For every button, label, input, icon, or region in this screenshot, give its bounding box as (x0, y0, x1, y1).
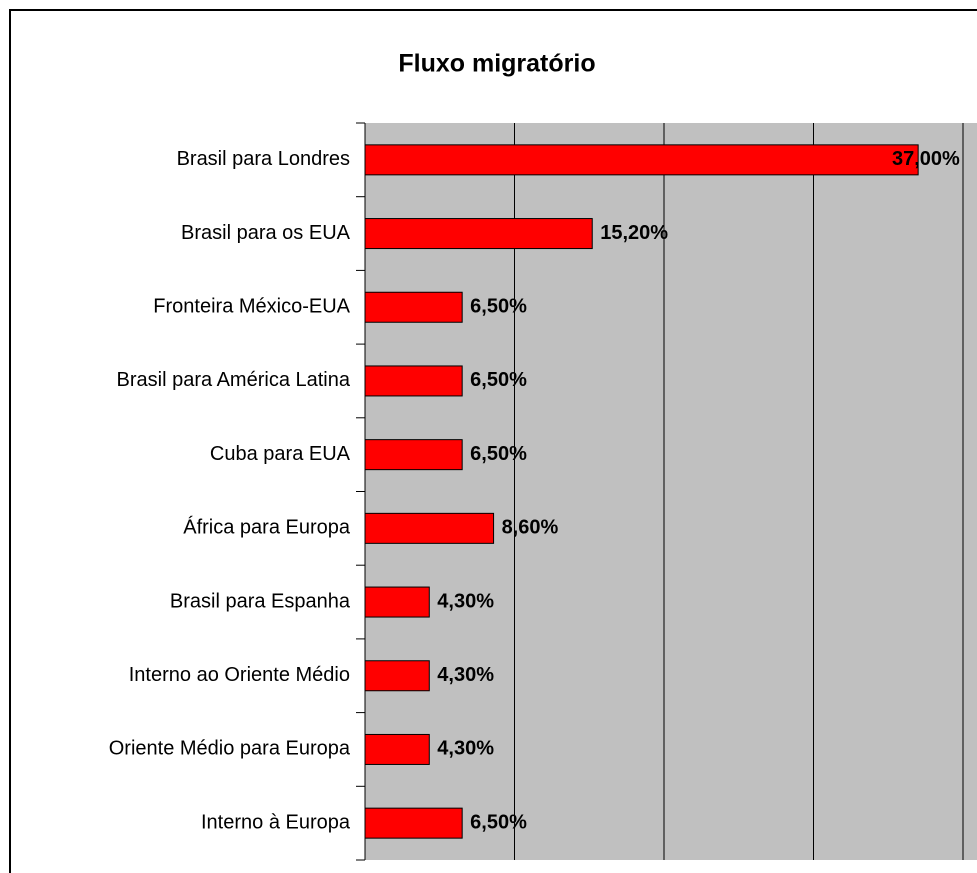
y-tick-label: Brasil para América Latina (117, 369, 351, 391)
data-label: 15,20% (600, 222, 668, 244)
y-tick-label: Brasil para Espanha (170, 590, 351, 612)
data-label: 8,60% (502, 517, 559, 539)
data-label: 4,30% (437, 664, 494, 686)
bar (364, 807, 463, 839)
data-label: 6,50% (470, 811, 527, 833)
y-tick-label: Oriente Médio para Europa (109, 738, 351, 760)
y-tick-label: Interno ao Oriente Médio (129, 664, 350, 686)
y-tick-label: Fronteira México-EUA (153, 296, 350, 318)
bar (364, 660, 430, 692)
bar (364, 512, 495, 544)
bar (364, 291, 463, 323)
data-label: 6,50% (470, 443, 527, 465)
data-label: 37,00% (892, 148, 960, 170)
data-label: 4,30% (437, 590, 494, 612)
y-tick-label: Cuba para EUA (210, 443, 351, 465)
data-label: 4,30% (437, 738, 494, 760)
bar (364, 733, 430, 765)
bar (364, 144, 919, 176)
bar (364, 365, 463, 397)
data-label: 6,50% (470, 296, 527, 318)
y-tick-label: Brasil para Londres (177, 148, 350, 170)
y-tick-label: Interno à Europa (201, 811, 351, 833)
chart-title: Fluxo migratório (398, 50, 595, 78)
bar (364, 439, 463, 471)
y-tick-label: Brasil para os EUA (181, 222, 351, 244)
data-label: 6,50% (470, 369, 527, 391)
bar (364, 218, 593, 250)
bar (364, 586, 430, 618)
y-tick-label: África para Europa (183, 516, 351, 539)
